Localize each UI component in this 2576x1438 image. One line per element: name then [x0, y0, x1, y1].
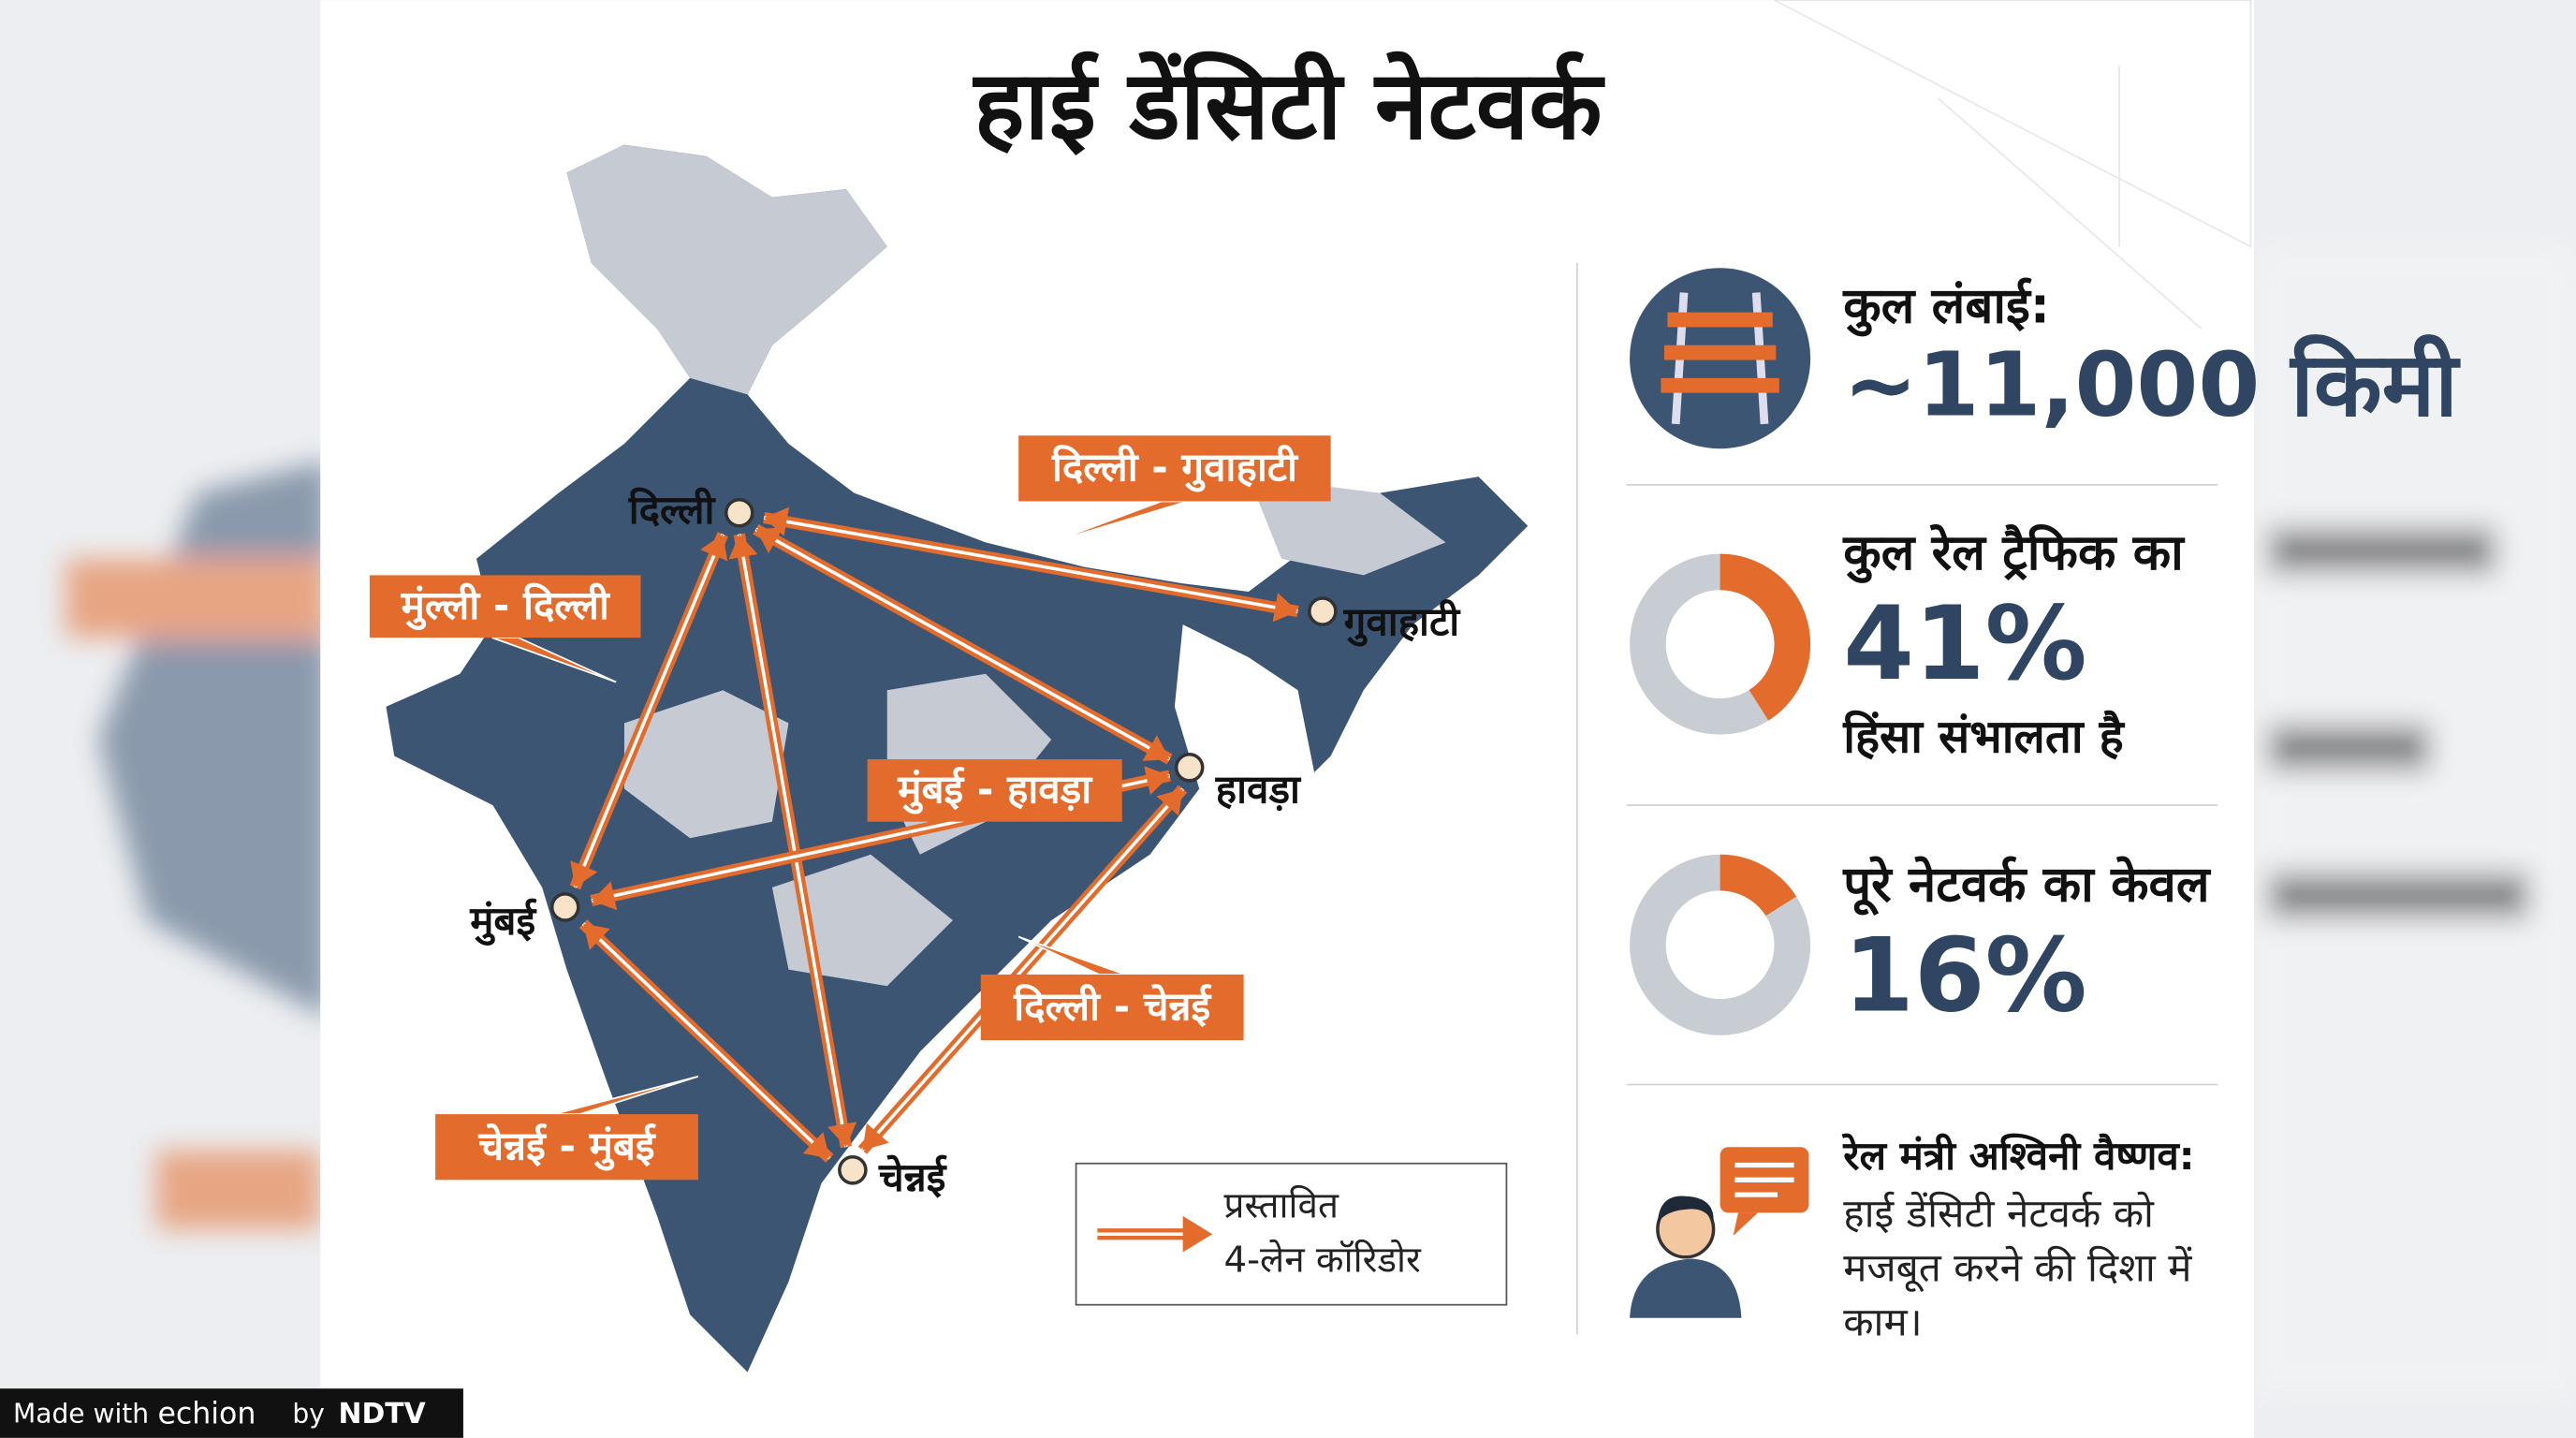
corridor-label-box — [435, 1114, 698, 1181]
corridor-label-box — [369, 575, 641, 638]
stat-value: 16% — [1843, 916, 2086, 1034]
corridor-line-inner — [861, 787, 1184, 1152]
legend-text: प्रस्तावित — [1224, 1185, 1339, 1227]
footer-brand: echion — [157, 1397, 256, 1431]
city-marker — [724, 497, 754, 528]
corridor-line-inner — [573, 533, 724, 888]
donut-segment — [1719, 553, 1811, 721]
city-label: गुवाहाटी — [1343, 599, 1462, 647]
arrow-head — [1142, 735, 1170, 761]
quote-line: हाई डेंसिटी नेटवर्क को — [1843, 1190, 2155, 1236]
arrow-head — [591, 881, 618, 911]
arrow-head — [700, 534, 728, 562]
arrow-head — [583, 923, 610, 950]
city-label: दिल्ली — [628, 487, 717, 533]
city-label: हावड़ा — [1215, 767, 1302, 813]
arrow-head — [862, 1123, 889, 1151]
arrow-head — [1156, 788, 1183, 816]
corridor-label-box — [1018, 435, 1331, 502]
corridors: दिल्ली - गुवाहाटी मुंल्ली - दिल्ली मुंबई -… — [369, 435, 1331, 1181]
stat-value: ~11,000 किमी — [1843, 334, 2461, 437]
city-marker — [838, 1154, 868, 1185]
corridor-label-box — [980, 974, 1244, 1041]
arrow-head — [802, 1132, 830, 1159]
arrow-head — [764, 506, 790, 536]
footer-text: by — [292, 1398, 324, 1429]
stat-heading: पूरे नेटवर्क का केवल — [1842, 857, 2212, 917]
arrow-head — [1144, 766, 1170, 796]
quote-line: काम। — [1843, 1299, 1922, 1344]
footer-badge — [0, 1388, 463, 1438]
stat-footer: हिंसा संभालता है — [1842, 709, 2125, 763]
corridor-label: मुंल्ली - दिल्ली — [401, 582, 611, 630]
stat-value: 41% — [1843, 584, 2086, 703]
corridor-line-inner — [754, 527, 1171, 761]
stat-heading: कुल लंबाई: — [1842, 278, 2050, 337]
corridor-label: दिल्ली - चेन्नई — [1013, 983, 1212, 1029]
donut-segment — [1719, 854, 1797, 917]
corridor-line-inner — [738, 534, 848, 1148]
map-region — [566, 144, 887, 395]
quote-speaker: रेल मंत्री अश्विनी वैष्णव: — [1841, 1133, 2195, 1179]
city-marker — [1174, 752, 1205, 783]
corridor-label: दिल्ली - गुवाहाटी — [1051, 445, 1299, 492]
city-label: मुंबई — [469, 898, 537, 946]
india-map — [386, 144, 1529, 1372]
cities: दिल्ली गुवाहाटी हावड़ा मुंबई चेन्नई — [469, 487, 1461, 1200]
city-marker — [549, 892, 580, 922]
corridor-line-inner — [763, 516, 1298, 613]
quote-line: मजबूत करने की दिशा में — [1843, 1244, 2192, 1292]
corridor-line-inner — [581, 922, 831, 1160]
blurred-background — [66, 246, 2576, 1397]
track-icon — [1630, 268, 1811, 449]
legend-text: 4-लेन कॉरिडोर — [1224, 1240, 1422, 1282]
footer-text: Made with — [13, 1398, 149, 1429]
footer-ndtv: NDTV — [339, 1398, 426, 1431]
stat-heading: कुल रेल ट्रैफिक का — [1842, 524, 2186, 583]
corner-decoration — [1774, 0, 2252, 330]
corridor-label: चेन्नई - मुंबई — [477, 1123, 656, 1170]
minister-icon — [1630, 1147, 1809, 1318]
city-label: चेन्नई — [878, 1154, 948, 1200]
legend-arrow — [1097, 1215, 1213, 1253]
arrow-head — [1272, 593, 1298, 623]
map-region — [623, 477, 1446, 987]
corridor-label: मुंबई - हावड़ा — [897, 767, 1093, 814]
arrow-head — [827, 1122, 857, 1148]
city-marker — [1308, 596, 1338, 626]
title: हाई डेंसिटी नेटवर्क — [972, 51, 1605, 161]
arrow-head — [728, 534, 758, 560]
arrow-head — [570, 860, 598, 888]
corridor-label-box — [867, 759, 1122, 822]
arrow-head — [755, 527, 783, 554]
